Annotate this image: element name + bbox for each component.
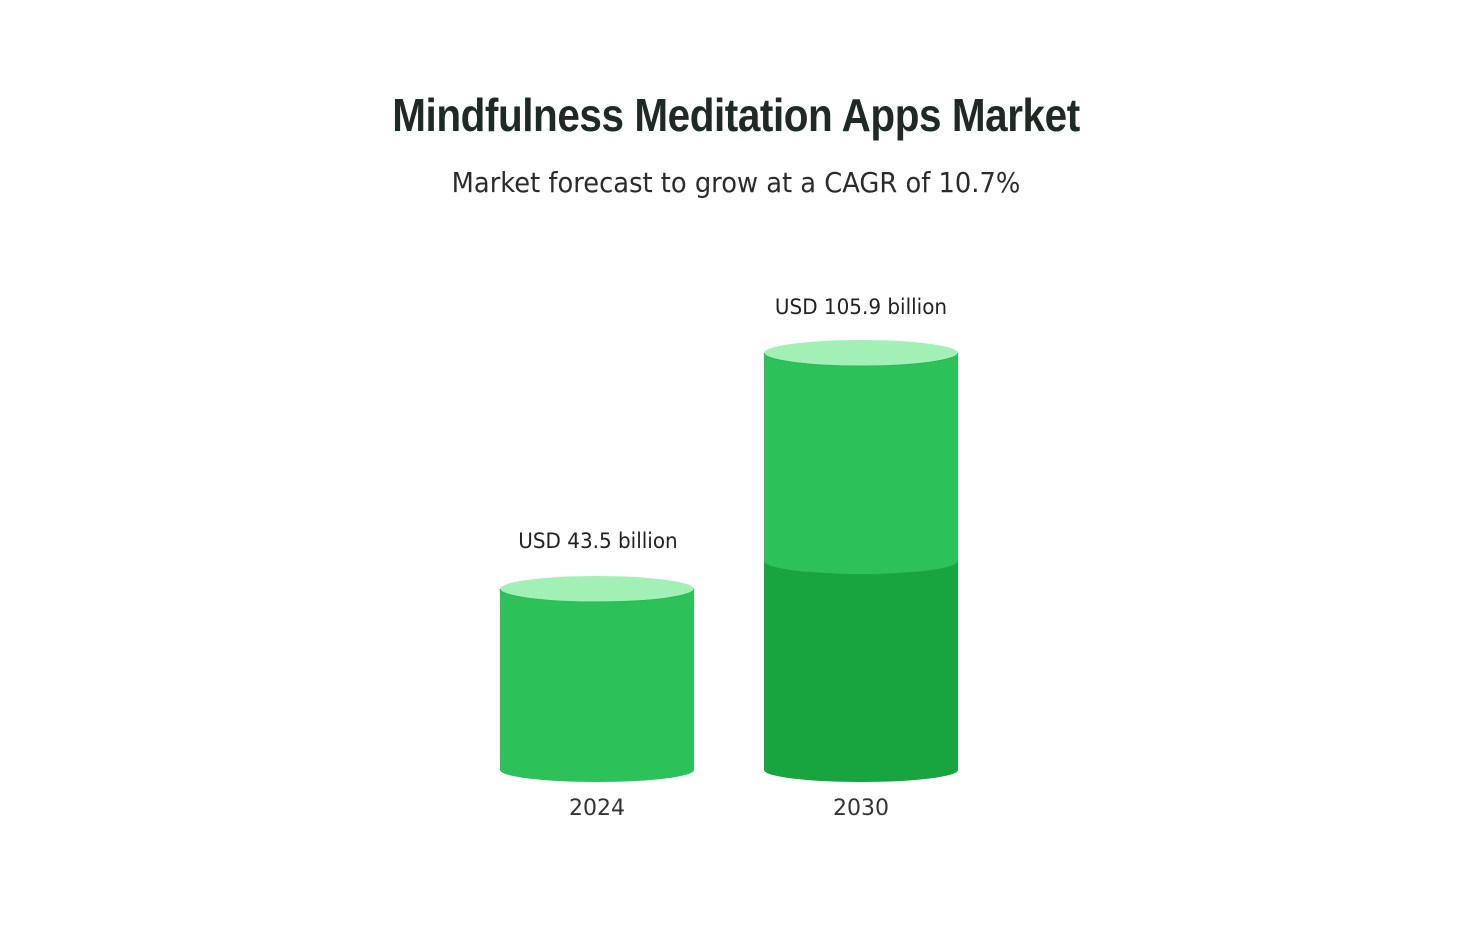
bar-2024 [499, 576, 695, 782]
value-label-2030: USD 105.9 billion [774, 295, 948, 319]
category-label-2030: 2030 [833, 796, 889, 821]
value-label-2024: USD 43.5 billion [518, 529, 678, 553]
chart-subtitle: Market forecast to grow at a CAGR of 10.… [451, 166, 1021, 199]
category-label-2024: 2024 [569, 796, 625, 821]
bar-2030 [763, 340, 959, 782]
chart-title: Mindfulness Meditation Apps Market [392, 89, 1080, 141]
